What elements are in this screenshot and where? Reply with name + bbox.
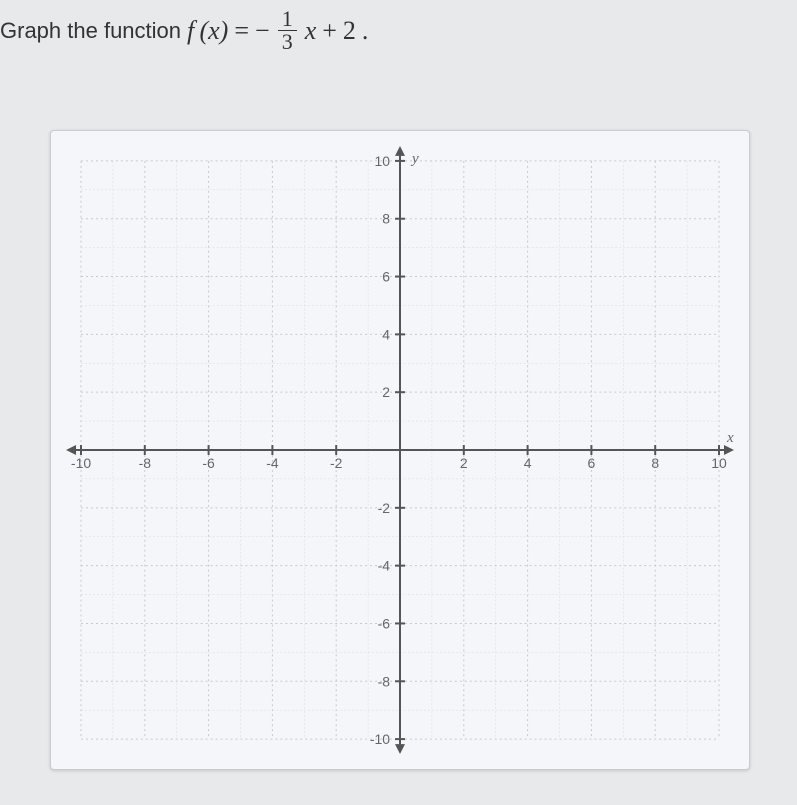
axes (66, 146, 734, 754)
svg-text:6: 6 (588, 455, 596, 471)
numerator: 1 (278, 8, 297, 31)
svg-text:10: 10 (375, 153, 391, 169)
svg-text:-8: -8 (139, 455, 152, 471)
fraction: 1 3 (278, 8, 297, 53)
svg-text:6: 6 (382, 269, 390, 285)
equals-sign: = (234, 16, 249, 46)
svg-text:4: 4 (382, 326, 390, 342)
minus-sign: − (255, 16, 270, 46)
svg-text:-8: -8 (378, 673, 391, 689)
svg-text:-10: -10 (370, 731, 390, 747)
function-notation: f (x) (187, 16, 228, 46)
svg-text:2: 2 (460, 455, 468, 471)
svg-text:y: y (410, 151, 419, 167)
svg-text:8: 8 (651, 455, 659, 471)
svg-text:-6: -6 (202, 455, 215, 471)
period: . (362, 16, 369, 46)
svg-text:-10: -10 (71, 455, 91, 471)
coordinate-plane[interactable]: -10 -8 -6 -4 -2 2 4 6 8 10 2 4 6 8 10 -2 -4 -6 -8 -10 y x (50, 130, 750, 770)
question-prompt: Graph the function f (x) = − 1 3 x + 2. (0, 8, 368, 53)
svg-text:2: 2 (382, 384, 390, 400)
svg-text:8: 8 (382, 211, 390, 227)
axis-labels: -10 -8 -6 -4 -2 2 4 6 8 10 2 4 6 8 10 -2 -4 -6 -8 -10 y x (71, 151, 734, 747)
denominator: 3 (278, 31, 297, 53)
constant: 2 (343, 16, 356, 46)
svg-text:x: x (726, 430, 734, 446)
plus-sign: + (322, 16, 337, 46)
graph-svg: -10 -8 -6 -4 -2 2 4 6 8 10 2 4 6 8 10 -2 -4 -6 -8 -10 y x (51, 131, 749, 769)
variable-x: x (305, 16, 317, 46)
svg-text:-2: -2 (330, 455, 343, 471)
question-prefix: Graph the function (0, 18, 181, 44)
svg-text:-2: -2 (378, 500, 391, 516)
svg-text:4: 4 (524, 455, 532, 471)
svg-text:-4: -4 (266, 455, 279, 471)
svg-text:10: 10 (711, 455, 727, 471)
svg-text:-6: -6 (378, 615, 391, 631)
svg-text:-4: -4 (378, 558, 391, 574)
